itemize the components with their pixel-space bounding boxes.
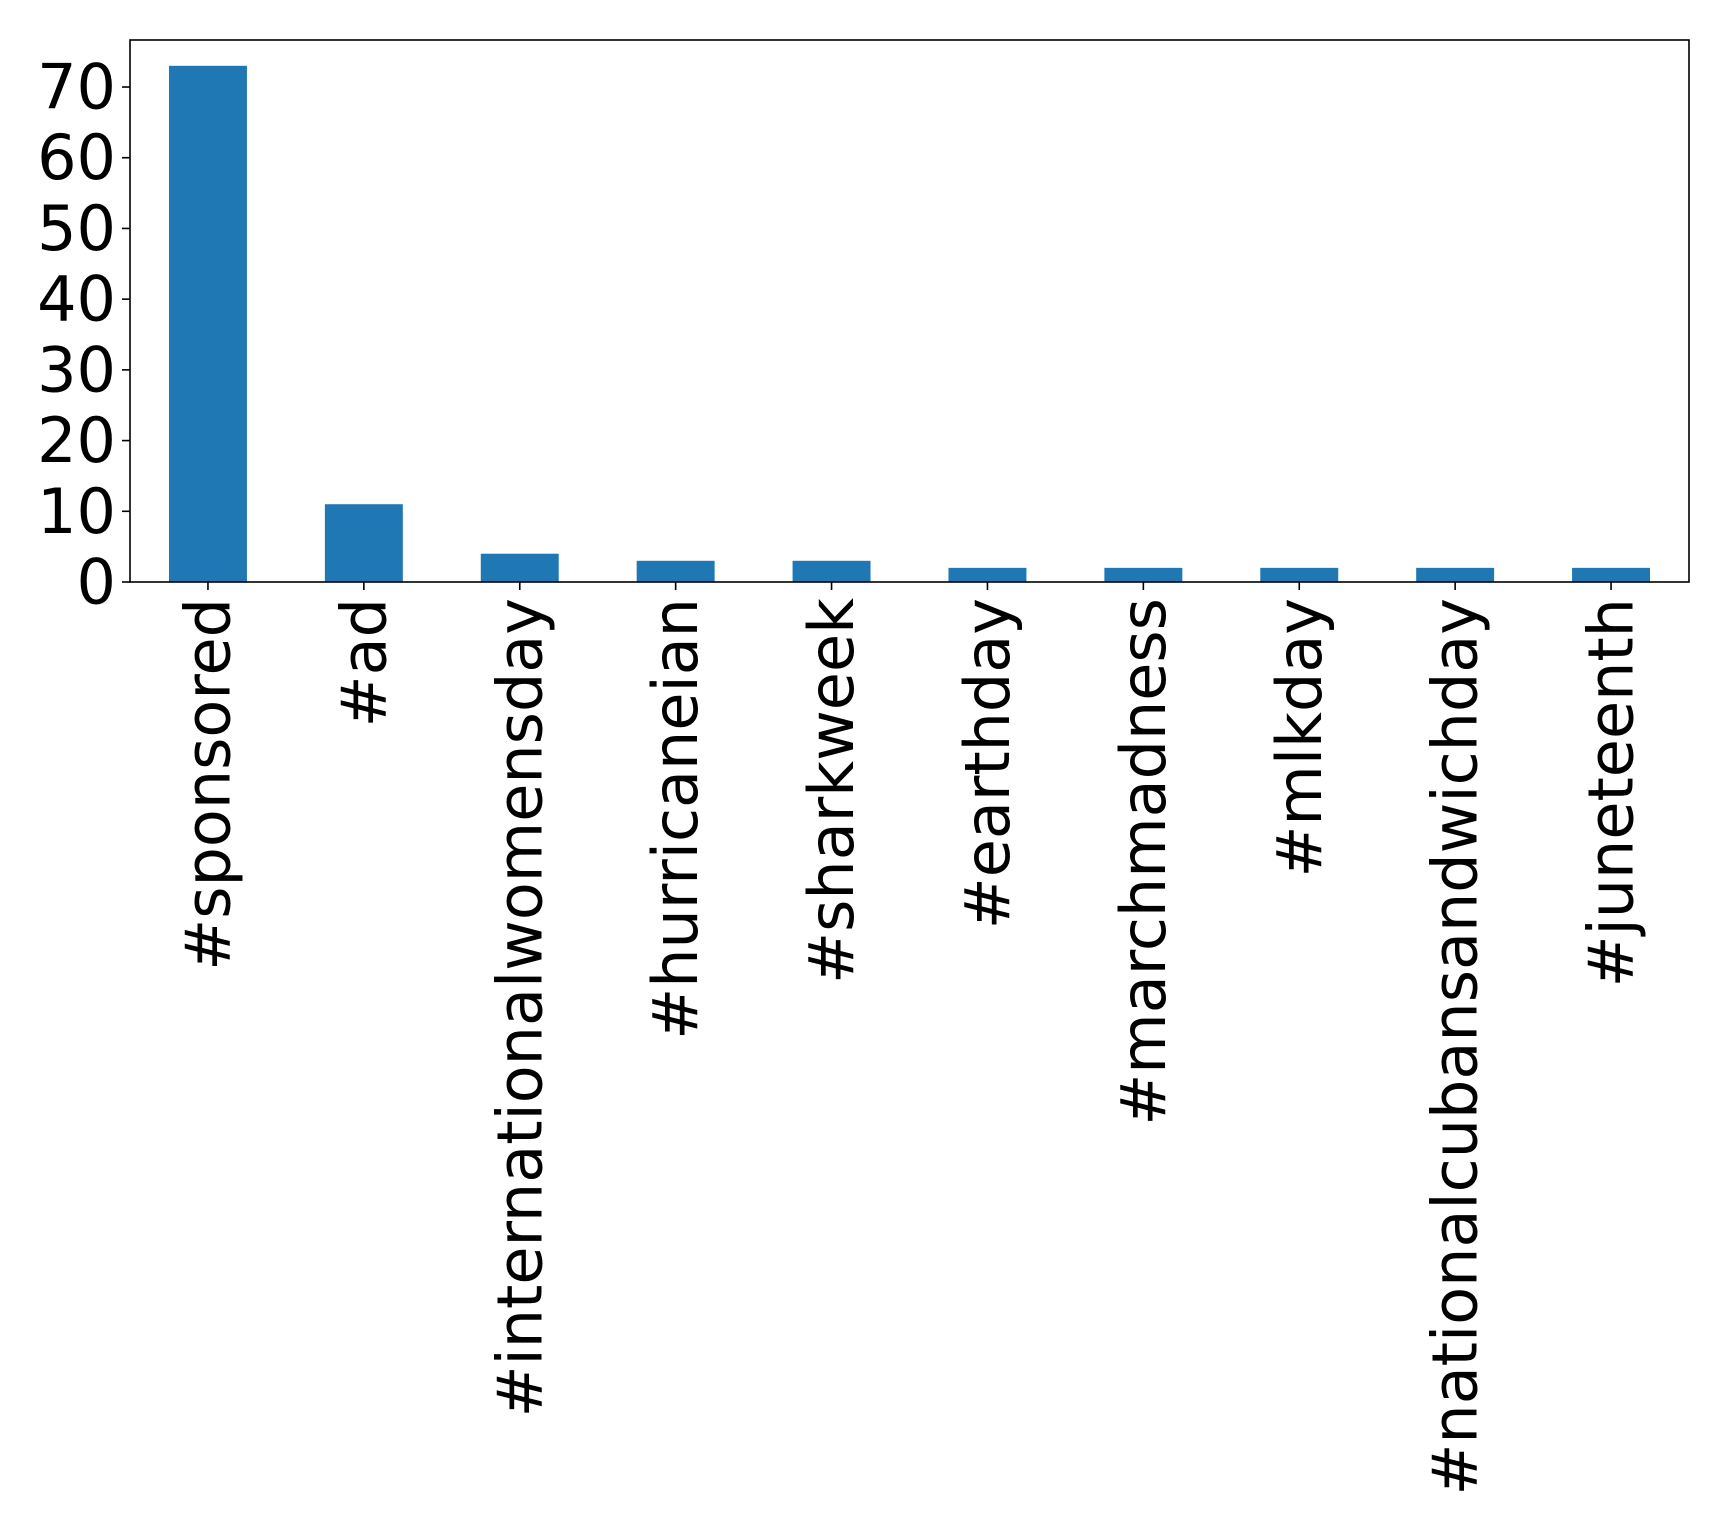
x-tick-label: #internationalwomensday xyxy=(483,598,556,1417)
bar xyxy=(1416,567,1495,582)
bar xyxy=(792,560,871,582)
y-tick-label: 20 xyxy=(37,404,116,477)
x-axis: #sponsored #ad #internationalwomensday #hur… xyxy=(171,582,1648,1496)
x-tick-label: #earthday xyxy=(951,598,1024,929)
x-tick-label: #ad xyxy=(327,598,400,727)
bar xyxy=(636,560,715,582)
bar xyxy=(1104,567,1183,582)
x-tick-label: #nationalcubansandwichday xyxy=(1419,598,1492,1496)
plot-frame xyxy=(129,39,1690,583)
bars xyxy=(168,65,1651,583)
bar xyxy=(948,567,1027,582)
bar xyxy=(1260,567,1339,582)
x-tick-label: #marchmadness xyxy=(1107,598,1180,1126)
y-tick-label: 50 xyxy=(37,192,116,265)
x-tick-label: #mlkday xyxy=(1263,598,1336,878)
y-tick-label: 30 xyxy=(37,333,116,406)
y-tick-label: 40 xyxy=(37,263,116,336)
x-tick-label: #juneteenth xyxy=(1575,598,1648,987)
x-tick-label: #hurricaneian xyxy=(639,598,712,1040)
y-tick-label: 10 xyxy=(37,475,116,548)
bar xyxy=(480,553,559,582)
x-tick-label: #sharkweek xyxy=(795,598,868,984)
y-tick-label: 60 xyxy=(37,121,116,194)
bar xyxy=(324,504,403,582)
y-tick-label: 0 xyxy=(77,546,116,619)
x-tick-label: #sponsored xyxy=(171,598,244,971)
bar xyxy=(1572,567,1651,582)
y-tick-label: 70 xyxy=(37,51,116,124)
bar xyxy=(168,65,247,583)
